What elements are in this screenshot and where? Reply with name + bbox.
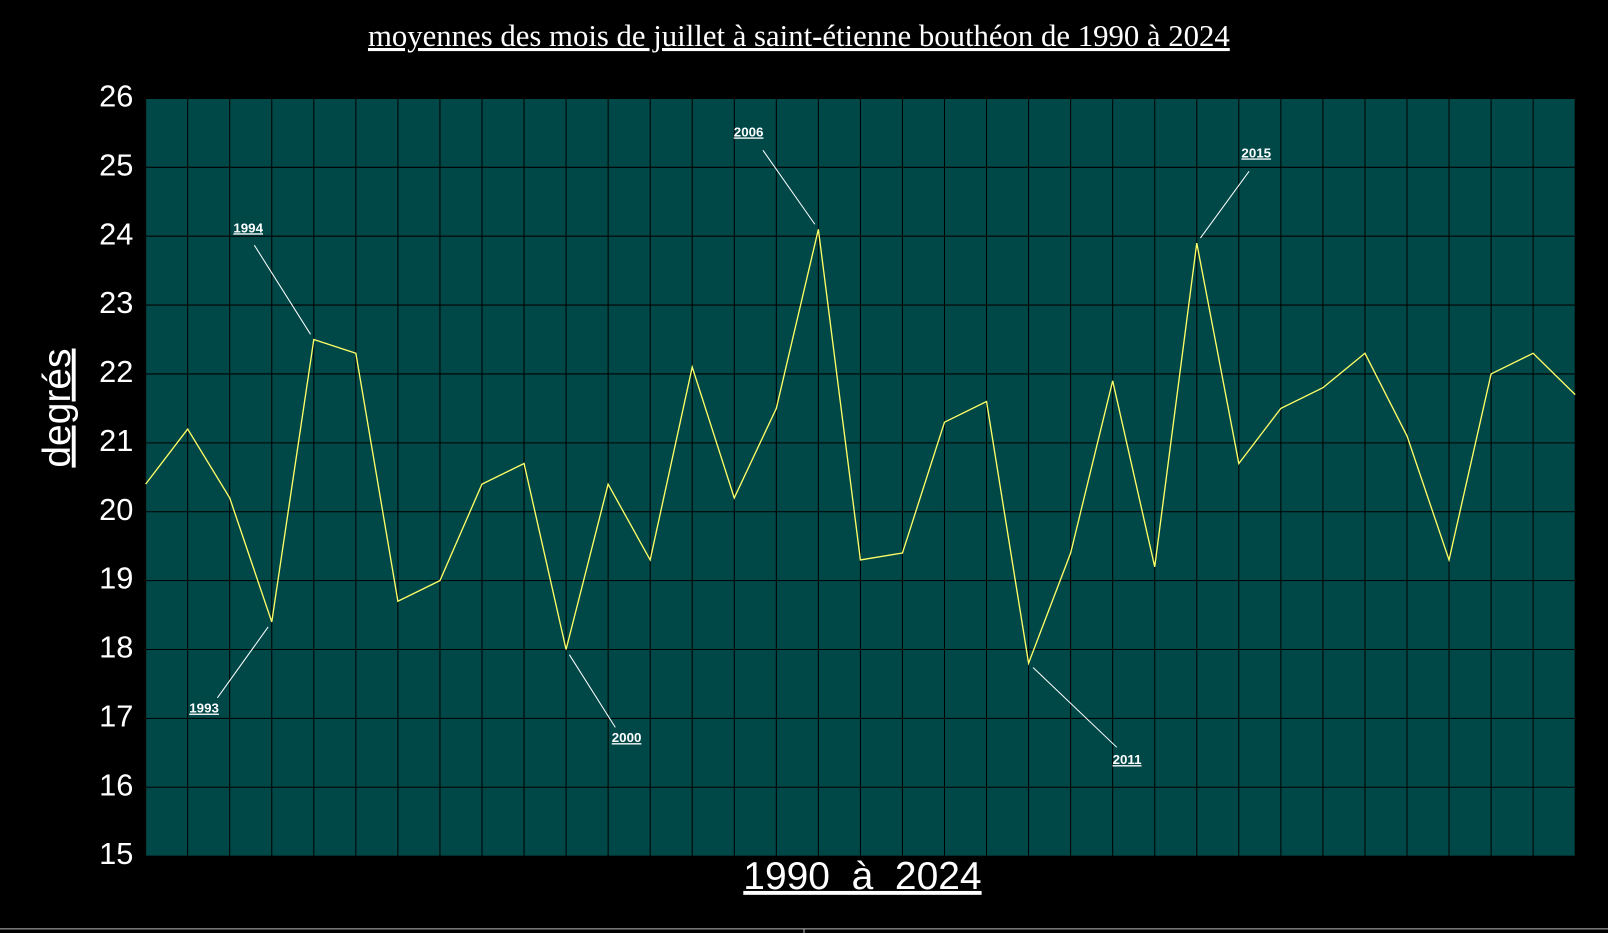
y-axis-label: degrés — [36, 349, 79, 468]
y-tick-label: 24 — [99, 216, 133, 251]
x-axis-label: 1990 à 2024 — [743, 855, 981, 898]
annotation: 2000 — [612, 730, 642, 745]
y-tick-label: 25 — [99, 147, 133, 182]
annotation: 2011 — [1113, 752, 1143, 767]
chart-title: moyennes des mois de juillet à saint-éti… — [368, 19, 1230, 53]
annotation: 1994 — [233, 220, 263, 235]
annotation-leader — [253, 244, 311, 335]
data-line — [145, 229, 1576, 666]
y-tick-label: 21 — [99, 423, 133, 458]
y-tick-label: 15 — [99, 836, 133, 871]
annotation: 1993 — [189, 701, 219, 716]
y-tick-label: 18 — [99, 630, 133, 665]
y-tick-label: 22 — [99, 354, 133, 389]
y-tick-label: 23 — [99, 285, 133, 320]
annotation: 2006 — [734, 124, 764, 139]
annotation-leader — [1199, 171, 1250, 239]
y-tick-label: 26 — [99, 79, 133, 114]
annotation-leader — [762, 150, 816, 225]
y-tick-label: 16 — [99, 767, 133, 802]
annotation: 2015 — [1241, 145, 1271, 160]
annotation-leader — [216, 626, 269, 699]
annotation-leader — [568, 654, 616, 728]
y-tick-label: 19 — [99, 561, 133, 596]
y-tick-label: 17 — [99, 698, 133, 733]
y-tick-label: 20 — [99, 492, 133, 527]
annotation-leader — [1032, 667, 1118, 748]
